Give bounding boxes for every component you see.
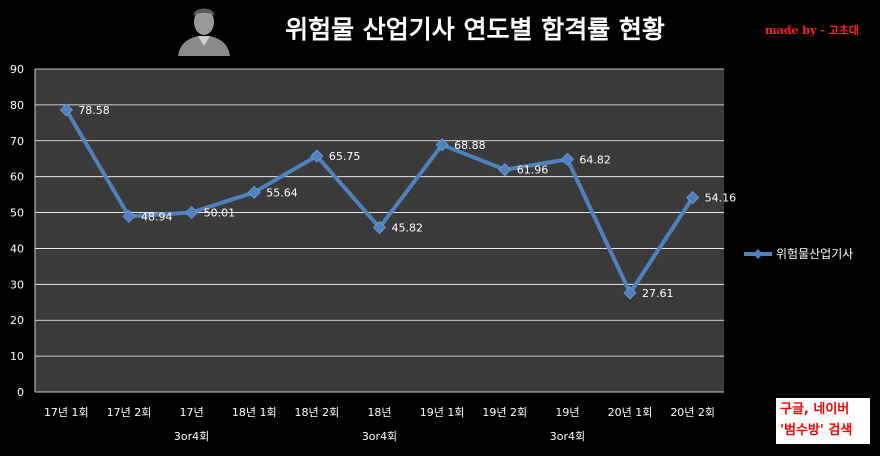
y-tick-label: 20 — [10, 314, 24, 327]
legend-label: 위험물산업기사 — [776, 247, 853, 261]
data-point — [686, 191, 700, 205]
x-tick-label: 3or4회 — [362, 430, 397, 443]
y-tick-label: 60 — [10, 171, 24, 184]
data-label: 48.94 — [141, 210, 173, 223]
data-label: 68.88 — [454, 139, 486, 152]
x-tick-label: 17년 2회 — [107, 406, 152, 419]
data-point — [435, 138, 449, 152]
x-tick-label: 18년 1회 — [232, 406, 277, 419]
data-point — [560, 152, 574, 166]
legend: 위험물산업기사 — [744, 247, 853, 261]
x-tick-label: 17년 — [180, 406, 204, 419]
data-label: 64.82 — [579, 153, 611, 166]
x-tick-label: 20년 1회 — [608, 406, 653, 419]
data-label: 54.16 — [705, 192, 737, 205]
y-tick-label: 50 — [10, 207, 24, 220]
author-credit: made by - 고초대 — [765, 24, 859, 37]
x-tick-label: 19년 — [555, 406, 579, 419]
search-note-line1: 구글, 네이버 — [780, 402, 850, 417]
data-label: 65.75 — [329, 150, 361, 163]
y-tick-label: 90 — [10, 63, 24, 76]
data-point — [185, 205, 199, 220]
data-label: 27.61 — [642, 287, 674, 300]
data-label: 61.96 — [517, 164, 549, 177]
x-tick-label: 3or4회 — [550, 430, 585, 443]
data-point — [59, 103, 73, 117]
data-label: 55.64 — [266, 186, 298, 199]
legend-marker — [753, 249, 763, 259]
data-point — [310, 149, 324, 163]
data-label: 78.58 — [78, 104, 110, 117]
data-point — [247, 185, 261, 199]
data-label: 50.01 — [204, 207, 236, 220]
y-tick-label: 80 — [10, 99, 24, 112]
data-point — [498, 163, 512, 177]
y-tick-label: 30 — [10, 278, 24, 291]
page-title: 위험물 산업기사 연도별 합격률 현황 — [0, 10, 880, 46]
x-tick-label: 18년 — [367, 406, 391, 419]
y-tick-label: 40 — [10, 242, 24, 255]
data-label: 45.82 — [392, 222, 424, 235]
search-note: 구글, 네이버 '범수방' 검색 — [776, 398, 870, 444]
data-point — [623, 286, 637, 300]
search-note-line2: '범수방' 검색 — [780, 423, 853, 438]
x-tick-label: 19년 1회 — [420, 406, 465, 419]
person-silhouette-icon — [176, 2, 232, 56]
y-tick-label: 70 — [10, 135, 24, 148]
x-tick-label: 3or4회 — [174, 430, 209, 443]
x-tick-label: 19년 2회 — [482, 406, 527, 419]
y-tick-label: 0 — [17, 386, 24, 399]
y-tick-label: 10 — [10, 350, 24, 363]
x-tick-label: 17년 1회 — [44, 406, 89, 419]
data-point — [122, 209, 136, 223]
x-tick-label: 20년 2회 — [670, 406, 715, 419]
x-tick-label: 18년 2회 — [294, 406, 339, 419]
data-point — [372, 220, 387, 235]
chart-title: 위험물 산업기사 연도별 합격률 현황 — [285, 15, 665, 44]
